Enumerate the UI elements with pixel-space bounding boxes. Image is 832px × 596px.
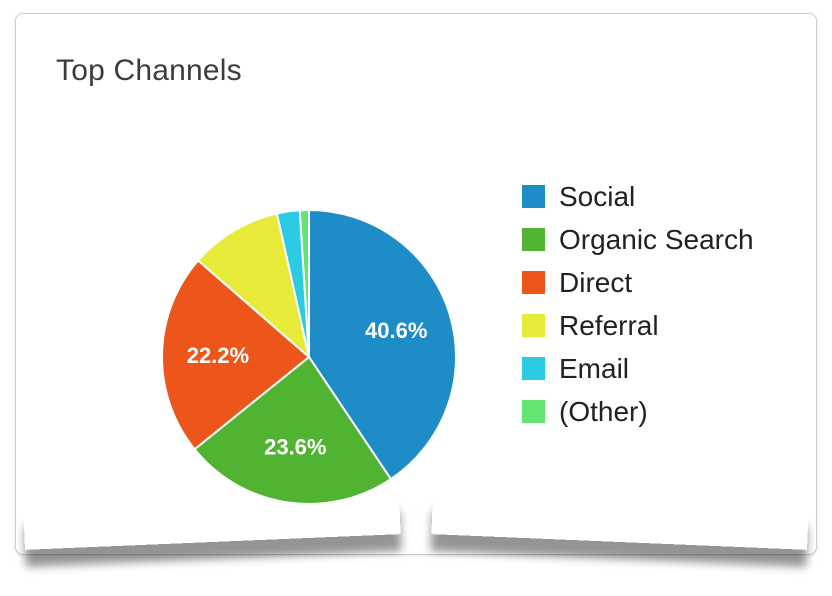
chart-legend: Social Organic Search Direct Referral Em…: [522, 181, 754, 427]
legend-item-social[interactable]: Social: [522, 181, 754, 212]
pie-slice-direct[interactable]: [161, 259, 310, 451]
legend-label: Direct: [559, 267, 633, 298]
pie-slice-referral[interactable]: [197, 212, 310, 358]
legend-item-organic-search[interactable]: Organic Search: [522, 224, 754, 255]
pie-slice-social[interactable]: [308, 209, 457, 481]
legend-label: (Other): [559, 396, 648, 427]
legend-label: Email: [559, 353, 630, 384]
legend-label: Referral: [559, 310, 659, 341]
legend-item-referral[interactable]: Referral: [522, 310, 754, 341]
legend-swatch-email: [522, 357, 545, 380]
legend-label: Social: [559, 181, 636, 212]
pie-slice-organic-search[interactable]: [193, 356, 392, 505]
legend-item-other[interactable]: (Other): [522, 396, 754, 427]
legend-swatch-other: [522, 400, 545, 423]
legend-swatch-organic-search: [522, 228, 545, 251]
slice-percent-label: 23.6%: [264, 435, 326, 460]
top-channels-card: Top Channels 40.6% 23.6% 22.2% Social Orga…: [15, 13, 817, 555]
chart-title: Top Channels: [56, 54, 242, 87]
legend-swatch-referral: [522, 314, 545, 337]
legend-item-direct[interactable]: Direct: [522, 267, 754, 298]
legend-label: Organic Search: [559, 224, 754, 255]
pie-slice-other[interactable]: [298, 209, 310, 358]
legend-swatch-direct: [522, 271, 545, 294]
slice-percent-label: 40.6%: [365, 318, 427, 343]
legend-swatch-social: [522, 185, 545, 208]
slice-percent-label: 22.2%: [187, 343, 249, 368]
pie-chart: 40.6% 23.6% 22.2%: [161, 209, 457, 505]
legend-item-email[interactable]: Email: [522, 353, 754, 384]
